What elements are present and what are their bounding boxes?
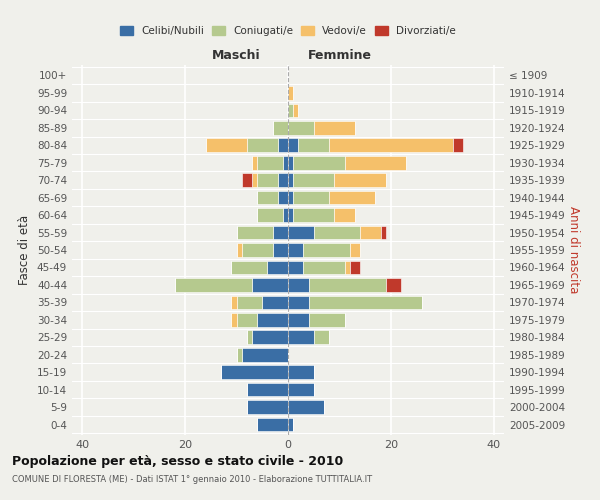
Bar bbox=[262, 296, 288, 309]
Bar bbox=[268, 260, 288, 274]
Bar bbox=[236, 226, 272, 239]
Y-axis label: Anni di nascita: Anni di nascita bbox=[566, 206, 580, 294]
Bar bbox=[380, 226, 386, 239]
Bar bbox=[288, 418, 293, 432]
Bar bbox=[288, 243, 304, 257]
Bar bbox=[308, 296, 422, 309]
Bar bbox=[257, 191, 278, 204]
Bar bbox=[288, 278, 308, 291]
Bar bbox=[288, 138, 298, 152]
Bar bbox=[452, 138, 463, 152]
Bar bbox=[298, 138, 329, 152]
Bar bbox=[344, 156, 406, 170]
Bar bbox=[288, 366, 314, 379]
Bar bbox=[247, 383, 288, 396]
Bar bbox=[288, 191, 293, 204]
Bar bbox=[288, 313, 308, 326]
Bar bbox=[293, 191, 329, 204]
Bar bbox=[236, 348, 242, 362]
Bar bbox=[247, 400, 288, 414]
Bar bbox=[344, 260, 350, 274]
Legend: Celibi/Nubili, Coniugati/e, Vedovi/e, Divorziati/e: Celibi/Nubili, Coniugati/e, Vedovi/e, Di… bbox=[116, 22, 460, 40]
Text: Femmine: Femmine bbox=[307, 50, 371, 62]
Bar bbox=[288, 104, 293, 117]
Bar bbox=[252, 278, 288, 291]
Bar bbox=[314, 226, 360, 239]
Bar bbox=[288, 208, 293, 222]
Bar bbox=[236, 243, 242, 257]
Bar bbox=[272, 226, 288, 239]
Bar bbox=[242, 174, 252, 187]
Bar bbox=[252, 156, 257, 170]
Bar bbox=[304, 243, 350, 257]
Bar bbox=[278, 191, 288, 204]
Bar bbox=[288, 86, 293, 100]
Bar bbox=[175, 278, 252, 291]
Bar bbox=[247, 330, 252, 344]
Bar bbox=[360, 226, 380, 239]
Bar bbox=[257, 418, 288, 432]
Bar bbox=[236, 313, 257, 326]
Bar bbox=[334, 174, 386, 187]
Bar bbox=[247, 138, 278, 152]
Bar bbox=[288, 156, 293, 170]
Bar bbox=[257, 174, 278, 187]
Bar bbox=[304, 260, 344, 274]
Bar bbox=[329, 191, 376, 204]
Bar bbox=[386, 278, 401, 291]
Bar bbox=[334, 208, 355, 222]
Bar bbox=[308, 313, 344, 326]
Bar bbox=[288, 174, 293, 187]
Text: Popolazione per età, sesso e stato civile - 2010: Popolazione per età, sesso e stato civil… bbox=[12, 455, 343, 468]
Bar bbox=[272, 243, 288, 257]
Bar bbox=[206, 138, 247, 152]
Bar bbox=[350, 243, 360, 257]
Bar bbox=[288, 383, 314, 396]
Text: Maschi: Maschi bbox=[212, 50, 261, 62]
Bar bbox=[288, 296, 308, 309]
Bar bbox=[242, 243, 272, 257]
Bar bbox=[293, 208, 334, 222]
Bar bbox=[252, 330, 288, 344]
Bar bbox=[293, 156, 344, 170]
Bar bbox=[293, 104, 298, 117]
Bar bbox=[242, 348, 288, 362]
Bar bbox=[288, 226, 314, 239]
Bar bbox=[257, 156, 283, 170]
Bar bbox=[308, 278, 386, 291]
Bar bbox=[232, 313, 236, 326]
Bar bbox=[314, 121, 355, 134]
Bar bbox=[278, 174, 288, 187]
Bar bbox=[236, 296, 262, 309]
Bar bbox=[257, 208, 283, 222]
Bar bbox=[232, 296, 236, 309]
Y-axis label: Fasce di età: Fasce di età bbox=[19, 215, 31, 285]
Bar bbox=[293, 174, 334, 187]
Text: COMUNE DI FLORESTA (ME) - Dati ISTAT 1° gennaio 2010 - Elaborazione TUTTITALIA.I: COMUNE DI FLORESTA (ME) - Dati ISTAT 1° … bbox=[12, 475, 372, 484]
Bar bbox=[232, 260, 268, 274]
Bar bbox=[252, 174, 257, 187]
Bar bbox=[288, 400, 324, 414]
Bar bbox=[314, 330, 329, 344]
Bar bbox=[288, 121, 314, 134]
Bar bbox=[350, 260, 360, 274]
Bar bbox=[257, 313, 288, 326]
Bar bbox=[221, 366, 288, 379]
Bar bbox=[288, 260, 304, 274]
Bar bbox=[278, 138, 288, 152]
Bar bbox=[272, 121, 288, 134]
Bar bbox=[329, 138, 452, 152]
Bar bbox=[283, 208, 288, 222]
Bar bbox=[288, 330, 314, 344]
Bar bbox=[283, 156, 288, 170]
